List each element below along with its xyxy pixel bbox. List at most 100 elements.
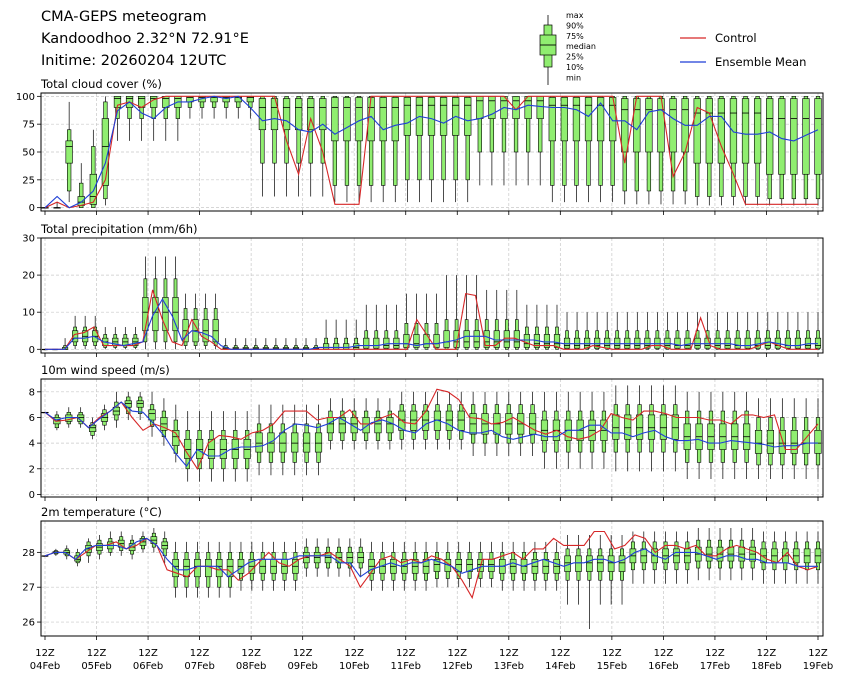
y-tick-label: 27 [22,583,35,594]
box-41 [443,275,450,350]
box-27 [324,538,332,577]
box-27 [350,398,358,450]
x-tick-hour: 12Z [705,648,725,659]
x-tick-hour: 12Z [757,648,777,659]
box-29 [323,319,330,350]
box-inner [744,337,751,349]
box-37 [403,293,410,350]
box-inner [373,337,380,349]
box-73 [764,312,771,350]
box-26 [313,538,321,577]
box-11 [150,527,158,553]
box-inner [784,337,791,349]
box-inner [355,97,363,142]
box-38 [481,391,489,456]
box-39 [455,541,463,588]
x-tick-date: 16Feb [648,661,678,672]
x-tick-date: 19Feb [803,661,833,672]
x-tick-hour: 12Z [808,648,828,659]
box-5 [89,129,97,208]
box-inner [512,96,520,119]
chart-title: CMA-GEPS meteogram [41,9,207,25]
panel-title: Total cloud cover (%) [40,77,162,91]
box-3 [65,101,73,203]
box-inner [814,98,822,175]
control-line [44,530,819,600]
box-33 [421,391,430,450]
box-52 [647,385,656,472]
box-inner [729,98,738,164]
box-inner [753,98,762,164]
x-tick-hour: 12Z [241,648,261,659]
box-59 [741,96,750,206]
box-1 [41,555,49,557]
box-inner [226,559,234,578]
box-53 [659,385,667,472]
box-10 [139,531,147,553]
control-line [44,388,819,470]
y-tick-label: 2 [29,464,35,475]
box-14 [172,256,179,350]
box-69 [782,531,789,584]
box-13 [184,411,192,482]
box-inner [333,343,340,350]
box-25 [282,338,289,350]
box-48 [609,96,617,203]
box-inner [403,334,410,348]
box-55 [683,391,691,480]
box-15 [207,411,216,482]
box-46 [576,391,584,469]
y-tick-label: 30 [22,234,35,245]
y-tick-label: 26 [22,618,35,629]
box-20 [248,541,256,591]
key-label: min [566,73,581,82]
box-49 [612,385,620,472]
box-inner [282,98,291,131]
box-inner [386,417,394,434]
box-inner [572,97,581,142]
box-60 [684,531,691,584]
box-35 [411,541,419,591]
box-52 [596,534,604,605]
x-tick-date: 18Feb [751,661,781,672]
box-inner [363,337,370,349]
box-21 [279,404,287,476]
ensemble-mean-line [44,537,818,578]
box-24 [292,541,299,591]
box-51 [636,385,644,472]
box-53 [669,96,677,205]
box-inner [433,334,440,348]
box-64 [674,312,681,350]
box-inner [790,98,798,175]
box-inner [255,432,263,453]
box-60 [743,391,751,480]
box-inner [443,330,450,348]
box-65 [738,527,746,581]
box-22 [252,338,259,350]
box-inner [536,96,544,119]
box-60 [753,96,762,206]
box-29 [379,96,387,203]
key-label: max [566,11,584,20]
x-tick-hour: 12Z [344,648,364,659]
box-53 [607,534,615,605]
box-inner [466,559,473,572]
box-inner [621,98,629,153]
box-17 [202,293,209,350]
x-tick-date: 14Feb [545,661,575,672]
box-57 [651,531,658,584]
box-18 [243,411,251,482]
box-39 [500,96,508,186]
location-label: Kandoodhoo 2.32°N 72.91°E [41,31,249,47]
x-tick-date: 08Feb [236,661,266,672]
box-inner [523,334,530,348]
box-16 [192,293,199,350]
box-26 [343,96,351,203]
key-label: 25% [566,53,584,62]
x-axis: 12Z 04Feb 12Z 05Feb 12Z 06Feb 12Z 07Feb 12Z 08Feb… [30,648,833,672]
box-33 [427,96,436,203]
box-inner [183,559,190,578]
y-tick-label: 0 [29,490,35,501]
box-23 [303,404,311,476]
box-2 [53,202,61,209]
